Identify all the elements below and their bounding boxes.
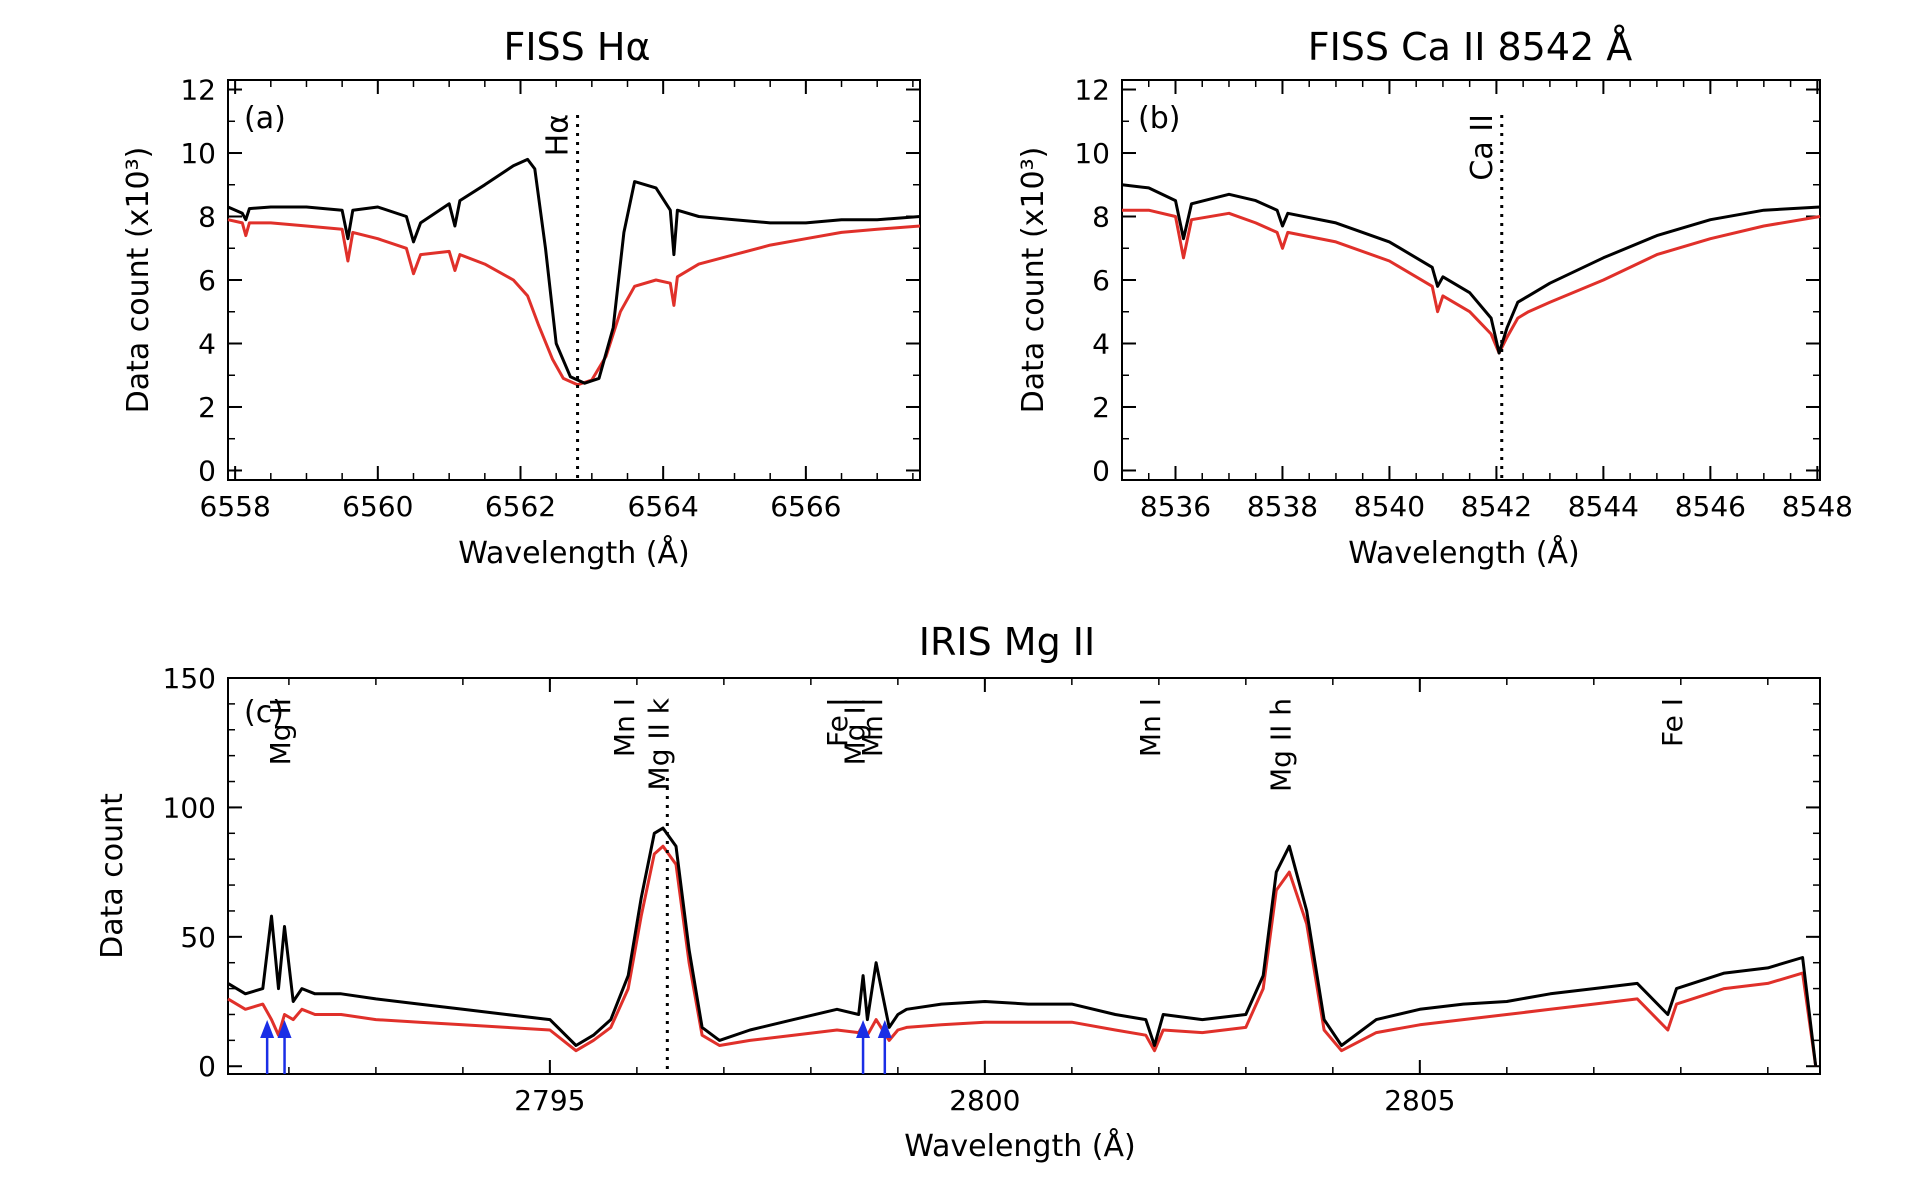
y-tick-label: 100	[163, 791, 216, 824]
spectral-line-label: Fe I	[1656, 698, 1689, 747]
y-tick-label: 8	[198, 201, 216, 234]
x-tick-label: 8546	[1675, 490, 1746, 523]
panel-b-ylabel: Data count (x10³)	[1016, 147, 1051, 414]
panel-a-label: (a)	[244, 101, 286, 136]
x-tick-label: 6562	[485, 490, 556, 523]
panel-c-arrows	[260, 1020, 892, 1074]
arrow-marker	[260, 1020, 275, 1074]
series-red	[227, 844, 1818, 1067]
panel-a-xlabel: Wavelength (Å)	[458, 535, 689, 571]
spectral-line-label: Mg II h	[1265, 698, 1298, 792]
y-tick-label: 8	[1092, 201, 1110, 234]
series-black	[227, 826, 1818, 1067]
panel-c-series	[227, 826, 1818, 1067]
spectral-line-label: Fe I	[821, 698, 854, 747]
panel-c-xlabel: Wavelength (Å)	[904, 1128, 1135, 1164]
y-tick-label: 10	[1074, 137, 1110, 170]
x-tick-label: 8538	[1247, 490, 1318, 523]
y-tick-label: 12	[180, 74, 216, 107]
panel-a: FISS Hα 6558 6560 6562 6564 6566 0 2 4 6 8 10 12 Hα…	[121, 25, 921, 571]
spectral-line-label: Mn I	[608, 698, 641, 757]
spectral-line-label: Mn I	[1134, 698, 1167, 757]
spectral-line-label: Mn I	[856, 698, 889, 757]
series-red	[1122, 208, 1821, 355]
x-tick-label: 2805	[1384, 1084, 1455, 1117]
panel-a-ylabel: Data count (x10³)	[121, 147, 156, 414]
series-red	[227, 218, 921, 387]
y-tick-label: 50	[180, 921, 216, 954]
panel-a-series	[227, 157, 921, 387]
panel-c-label: (c)	[244, 695, 284, 730]
y-tick-label: 10	[180, 137, 216, 170]
x-tick-label: 6566	[770, 490, 841, 523]
y-tick-label: 2	[198, 391, 216, 424]
y-tick-label: 12	[1074, 74, 1110, 107]
x-tick-label: 6564	[628, 490, 699, 523]
spectral-line-label: Mg II k	[643, 697, 676, 790]
series-black	[1121, 183, 1821, 355]
panel-a-title: FISS Hα	[503, 25, 650, 69]
panel-b-title: FISS Ca II 8542 Å	[1308, 25, 1633, 69]
x-tick-label: 8548	[1782, 490, 1853, 523]
y-tick-label: 0	[1092, 454, 1110, 487]
x-tick-label: 6560	[342, 490, 413, 523]
panel-b-label: (b)	[1138, 101, 1180, 136]
panel-c-ylabel: Data count	[95, 793, 130, 959]
x-tick-label: 8544	[1568, 490, 1639, 523]
panel-b-line-label: Ca II	[1465, 114, 1500, 181]
spectral-line-label: Mg II	[264, 698, 297, 765]
y-tick-label: 4	[1092, 327, 1110, 360]
y-tick-label: 6	[1092, 264, 1110, 297]
panel-c-ticks: 2795 2800 2805 0 50 100 150	[163, 662, 1820, 1117]
y-tick-label: 2	[1092, 391, 1110, 424]
x-tick-label: 2795	[514, 1084, 585, 1117]
arrow-marker	[277, 1020, 292, 1074]
panel-b-xlabel: Wavelength (Å)	[1348, 535, 1579, 571]
x-tick-label: 6558	[200, 490, 271, 523]
panel-b-series	[1121, 183, 1821, 355]
y-tick-label: 0	[198, 1050, 216, 1083]
panel-a-line-label: Hα	[541, 114, 576, 156]
y-tick-label: 0	[198, 454, 216, 487]
y-tick-label: 150	[163, 662, 216, 695]
panel-c-frame	[227, 677, 1821, 1075]
x-tick-label: 8536	[1140, 490, 1211, 523]
y-tick-label: 4	[198, 327, 216, 360]
spectral-line-label: Mg II	[838, 698, 871, 765]
panel-b-ticks: 8536 8538 8540 8542 8544 8546 8548 0 2 4 6 8 10 12	[1074, 74, 1853, 523]
y-tick-label: 6	[198, 264, 216, 297]
arrow-marker	[877, 1020, 892, 1074]
panel-b: FISS Ca II 8542 Å 8536 8538 8540 8542 8544 85…	[1016, 25, 1853, 571]
x-tick-label: 8540	[1354, 490, 1425, 523]
x-tick-label: 2800	[949, 1084, 1020, 1117]
arrow-marker	[856, 1020, 871, 1074]
panel-a-ticks: 6558 6560 6562 6564 6566 0 2 4 6 8 10 12	[180, 74, 920, 523]
series-black	[227, 157, 921, 385]
x-tick-label: 8542	[1461, 490, 1532, 523]
panel-c-title: IRIS Mg II	[919, 620, 1095, 664]
